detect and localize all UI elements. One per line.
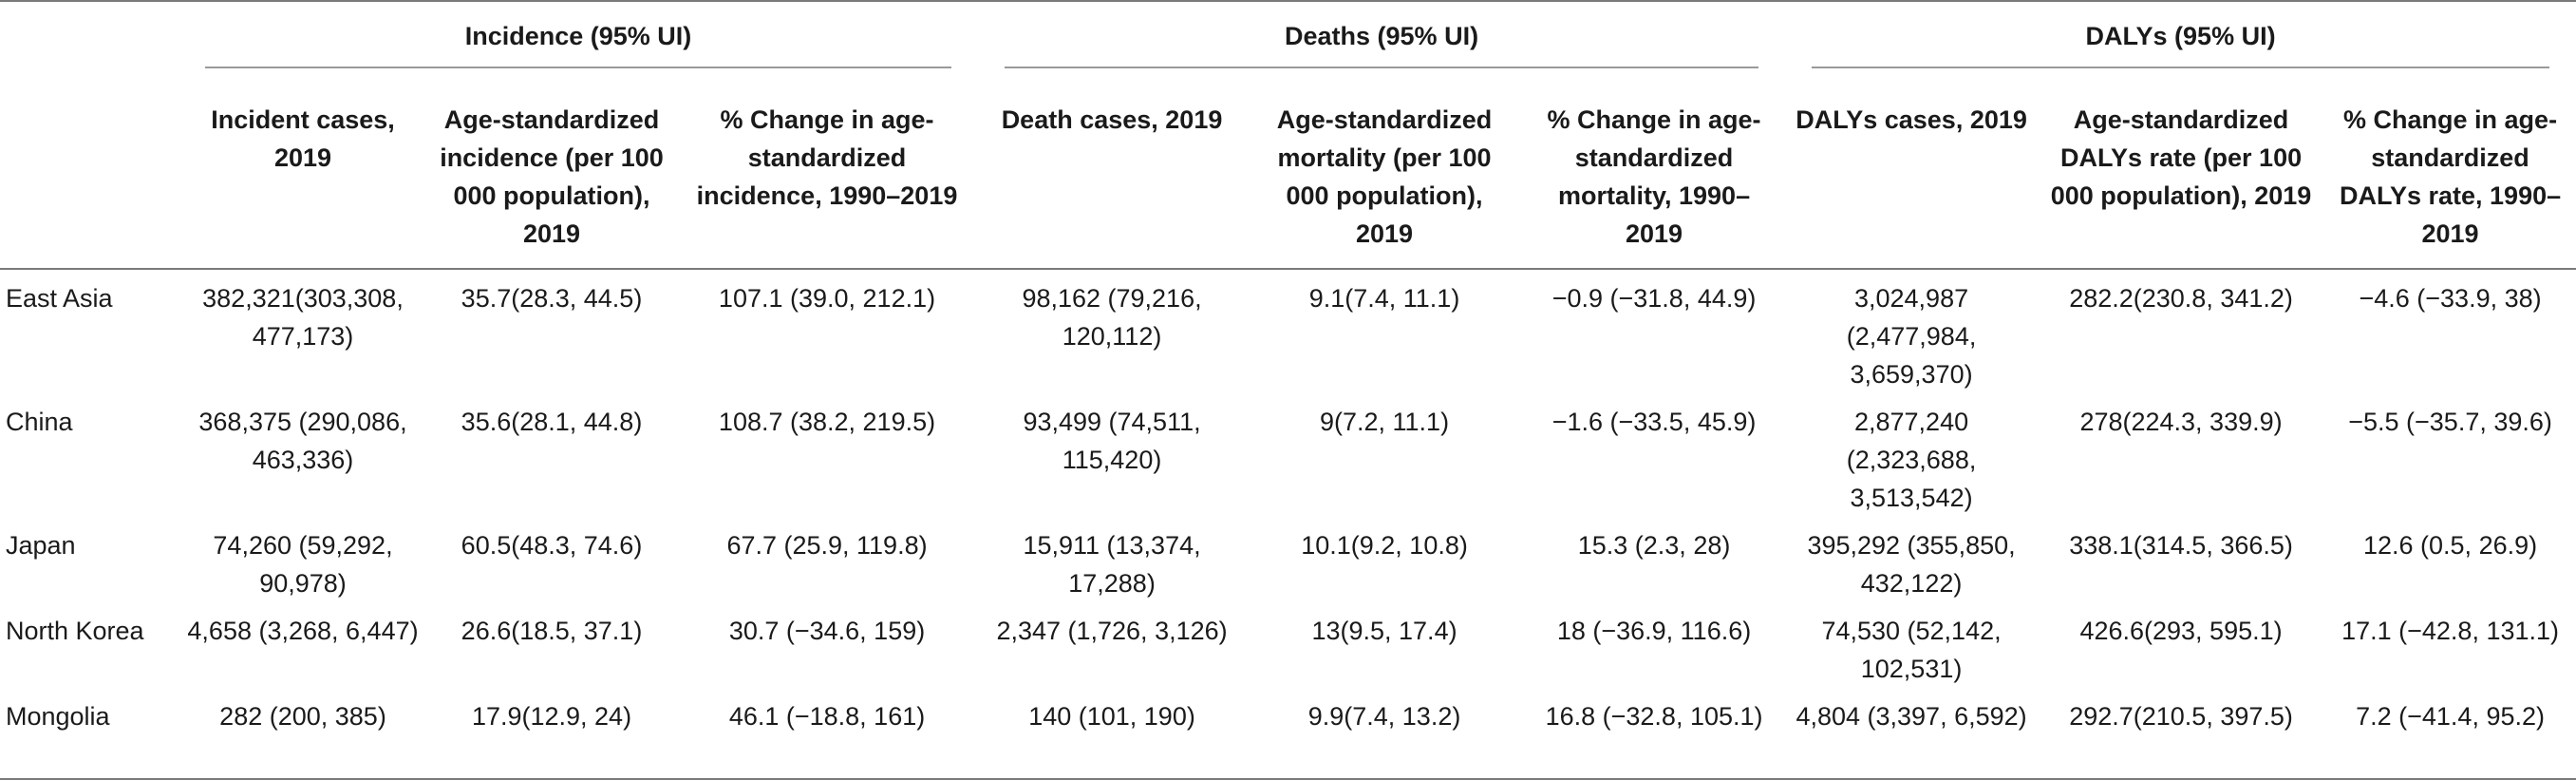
table-cell: 17.1 (−42.8, 131.1) xyxy=(2341,617,2559,645)
table-cell: 30.7 (−34.6, 159) xyxy=(728,617,926,645)
table-cell: 18 (−36.9, 116.6) xyxy=(1556,617,1752,645)
group-divider-deaths xyxy=(1005,67,1759,68)
column-header: Age-standardized mortality (per 100 000 … xyxy=(1246,80,1524,270)
column-header-label: Age-standardized mortality (per 100 000 … xyxy=(1276,105,1493,248)
group-header-incidence: Incidence (95% UI) xyxy=(179,0,979,80)
table-cell: 98,162 (79,216, 120,112) xyxy=(1022,284,1202,351)
table-cell: 4,658 (3,268, 6,447) xyxy=(187,617,419,645)
region-cell: Mongolia xyxy=(0,688,179,780)
region-cell: North Korea xyxy=(6,617,144,645)
table-cell: 10.1(9.2, 10.8) xyxy=(1301,531,1468,560)
table-cell: 368,375 (290,086, 463,336) xyxy=(198,408,407,474)
table-cell: −4.6 (−33.9, 38) xyxy=(2359,284,2542,313)
table-cell: 9(7.2, 11.1) xyxy=(1319,408,1450,436)
table-cell: 4,804 (3,397, 6,592) xyxy=(1785,688,2039,780)
table-cell: 9.9(7.4, 13.2) xyxy=(1246,688,1524,780)
group-header-dalys: DALYs (95% UI) xyxy=(1785,0,2576,80)
column-header-label: Age-standardized incidence (per 100 000 … xyxy=(440,105,664,248)
table-cell: 16.8 (−32.8, 105.1) xyxy=(1523,688,1786,780)
column-header-label: Death cases, 2019 xyxy=(1001,105,1223,134)
table-cell: 67.7 (25.9, 119.8) xyxy=(726,531,928,560)
table-row: East Asia 382,321(303,308, 477,173) 35.7… xyxy=(0,269,2576,393)
table-cell: 278(224.3, 339.9) xyxy=(2079,408,2283,436)
column-header-row: Incident cases, 2019 Age-standardized in… xyxy=(0,80,2576,270)
group-header-deaths: Deaths (95% UI) xyxy=(978,0,1786,80)
table-cell: 35.6(28.1, 44.8) xyxy=(461,408,643,436)
table-cell: 2,877,240 (2,323,688, 3,513,542) xyxy=(1846,408,1977,512)
table-cell: 74,260 (59,292, 90,978) xyxy=(213,531,393,598)
column-header-label: DALYs cases, 2019 xyxy=(1796,105,2027,134)
column-header: Death cases, 2019 xyxy=(978,80,1247,270)
region-column-header xyxy=(0,80,179,270)
column-header-label: Incident cases, 2019 xyxy=(211,105,395,172)
column-header: Age-standardized incidence (per 100 000 … xyxy=(427,80,676,270)
table-cell: 282.2(230.8, 341.2) xyxy=(2069,284,2293,313)
table-row: Mongolia 282 (200, 385) 17.9(12.9, 24) 4… xyxy=(0,688,2576,780)
group-divider-dalys xyxy=(1812,67,2550,68)
table-cell: 74,530 (52,142, 102,531) xyxy=(1821,617,2002,683)
table-cell: 17.9(12.9, 24) xyxy=(427,688,676,780)
table-cell: 292.7(210.5, 397.5) xyxy=(2038,688,2325,780)
table-cell: 15,911 (13,374, 17,288) xyxy=(1023,531,1201,598)
group-divider-incidence xyxy=(205,67,952,68)
table-cell: 9.1(7.4, 11.1) xyxy=(1308,284,1460,313)
table-cell: 26.6(18.5, 37.1) xyxy=(461,617,643,645)
group-label-incidence: Incidence (95% UI) xyxy=(464,22,692,50)
column-header: Incident cases, 2019 xyxy=(179,80,427,270)
table-cell: 35.7(28.3, 44.5) xyxy=(461,284,643,313)
table-row: Japan 74,260 (59,292, 90,978) 60.5(48.3,… xyxy=(0,517,2576,602)
table-cell: 2,347 (1,726, 3,126) xyxy=(996,617,1228,645)
column-header: % Change in age-standardized DALYs rate,… xyxy=(2324,80,2576,270)
table-cell: 12.6 (0.5, 26.9) xyxy=(2362,531,2538,560)
column-header: % Change in age-standardized incidence, … xyxy=(676,80,979,270)
group-label-deaths: Deaths (95% UI) xyxy=(1285,22,1479,50)
table-cell: 108.7 (38.2, 219.5) xyxy=(718,408,936,436)
table-cell: 93,499 (74,511, 115,420) xyxy=(1023,408,1201,474)
column-header-label: % Change in age-standardized incidence, … xyxy=(696,105,958,210)
corner-cell xyxy=(0,0,179,80)
table-cell: 382,321(303,308, 477,173) xyxy=(202,284,404,351)
table-cell: −1.6 (−33.5, 45.9) xyxy=(1551,408,1757,436)
table-cell: 60.5(48.3, 74.6) xyxy=(461,531,643,560)
table-cell: 3,024,987 (2,477,984, 3,659,370) xyxy=(1846,284,1977,389)
group-header-row: Incidence (95% UI) Deaths (95% UI) DALYs… xyxy=(0,0,2576,80)
region-cell: Japan xyxy=(6,531,76,560)
table-row: North Korea 4,658 (3,268, 6,447) 26.6(18… xyxy=(0,602,2576,688)
group-label-dalys: DALYs (95% UI) xyxy=(2085,22,2276,50)
table-cell: −0.9 (−31.8, 44.9) xyxy=(1551,284,1757,313)
table-cell: 395,292 (355,850, 432,122) xyxy=(1807,531,2016,598)
column-header: DALYs cases, 2019 xyxy=(1785,80,2039,270)
column-header: Age-standardized DALYs rate (per 100 000… xyxy=(2038,80,2325,270)
table-cell: 15.3 (2.3, 28) xyxy=(1577,531,1731,560)
region-cell: East Asia xyxy=(6,284,113,313)
table-cell: 338.1(314.5, 366.5) xyxy=(2069,531,2293,560)
table-cell: −5.5 (−35.7, 39.6) xyxy=(2348,408,2552,436)
table-cell: 140 (101, 190) xyxy=(978,688,1247,780)
table-cell: 282 (200, 385) xyxy=(179,688,427,780)
table-cell: 7.2 (−41.4, 95.2) xyxy=(2324,688,2576,780)
column-header-label: Age-standardized DALYs rate (per 100 000… xyxy=(2050,105,2312,210)
column-header: % Change in age-standardized mortality, … xyxy=(1523,80,1786,270)
region-cell: China xyxy=(6,408,73,436)
column-header-label: % Change in age-standardized DALYs rate,… xyxy=(2339,105,2562,248)
table-row: China 368,375 (290,086, 463,336) 35.6(28… xyxy=(0,393,2576,517)
table-cell: 46.1 (−18.8, 161) xyxy=(676,688,979,780)
table-cell: 107.1 (39.0, 212.1) xyxy=(718,284,936,313)
table-cell: 426.6(293, 595.1) xyxy=(2079,617,2283,645)
table-cell: 13(9.5, 17.4) xyxy=(1311,617,1457,645)
column-header-label: % Change in age-standardized mortality, … xyxy=(1547,105,1761,248)
